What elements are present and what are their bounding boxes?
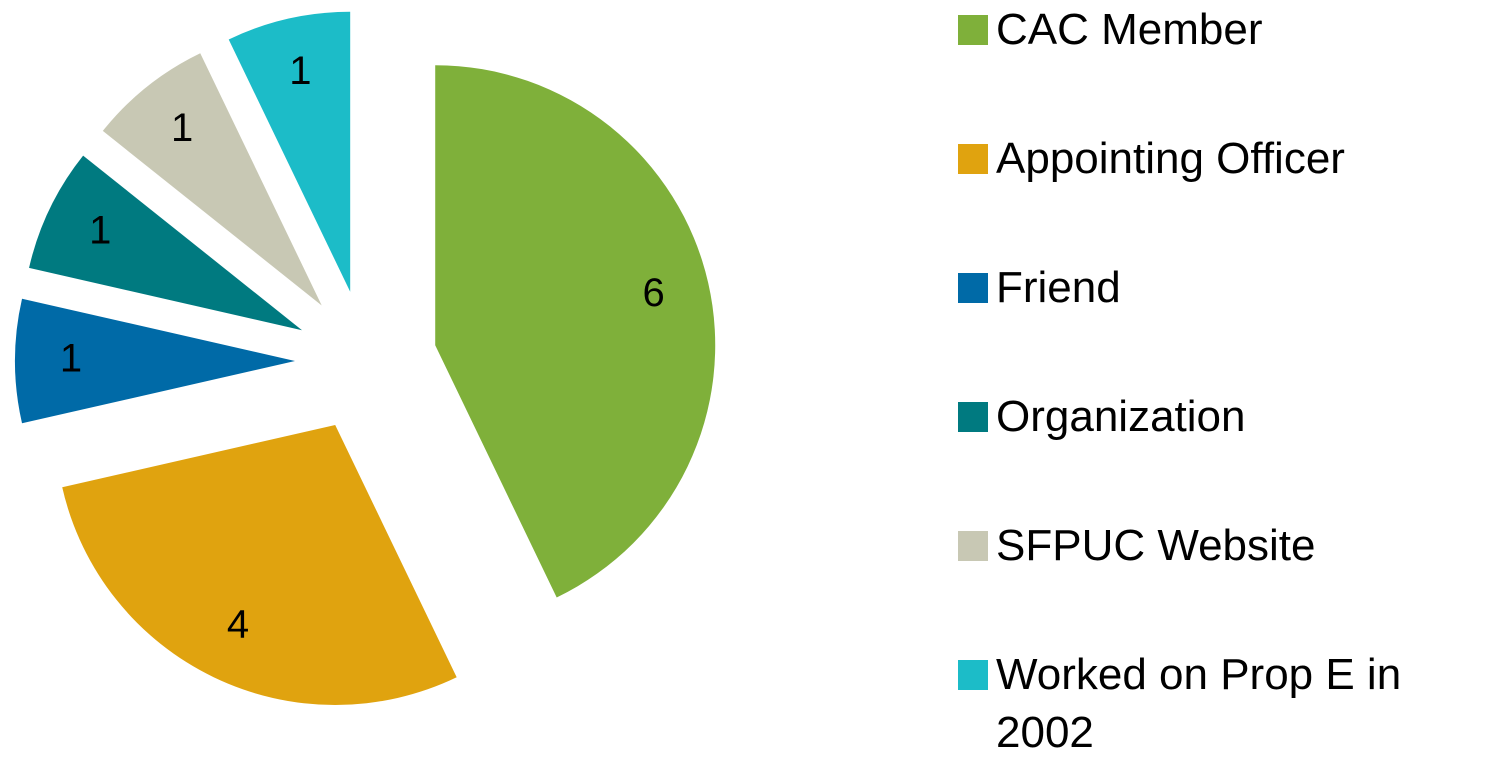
legend-swatch xyxy=(958,144,988,174)
data-label: 1 xyxy=(289,49,311,93)
legend-swatch xyxy=(958,660,988,690)
legend-label: CAC Member xyxy=(996,5,1263,54)
data-label: 4 xyxy=(227,602,249,646)
pie-slice xyxy=(62,424,457,705)
legend-item: SFPUC Website xyxy=(958,517,1496,575)
legend-swatch xyxy=(958,402,988,432)
legend-label: Friend xyxy=(996,263,1121,312)
pie-slice xyxy=(15,298,296,424)
legend-label: Appointing Officer xyxy=(996,134,1345,183)
data-label: 1 xyxy=(89,209,111,253)
legend-item: Organization xyxy=(958,388,1496,446)
legend-swatch xyxy=(958,273,988,303)
data-label: 6 xyxy=(642,271,664,315)
data-label: 1 xyxy=(60,337,82,381)
pie-slice xyxy=(228,11,351,292)
legend-label: Worked on Prop E in 2002 xyxy=(996,650,1402,757)
pie-area: 6 4 1 1 1 1 xyxy=(15,11,716,705)
pie-slice xyxy=(102,53,322,306)
legend-label: Organization xyxy=(996,392,1246,441)
legend-label: SFPUC Website xyxy=(996,521,1316,570)
pie-slice xyxy=(29,155,303,331)
pie-slice xyxy=(435,65,716,598)
legend-swatch xyxy=(958,15,988,45)
legend-swatch xyxy=(958,531,988,561)
legend-item: Appointing Officer xyxy=(958,130,1496,188)
legend-item: Friend xyxy=(958,259,1496,317)
data-label: 1 xyxy=(171,106,193,150)
legend-item: Worked on Prop E in 2002 xyxy=(958,646,1496,758)
legend-item: CAC Member xyxy=(958,1,1496,59)
